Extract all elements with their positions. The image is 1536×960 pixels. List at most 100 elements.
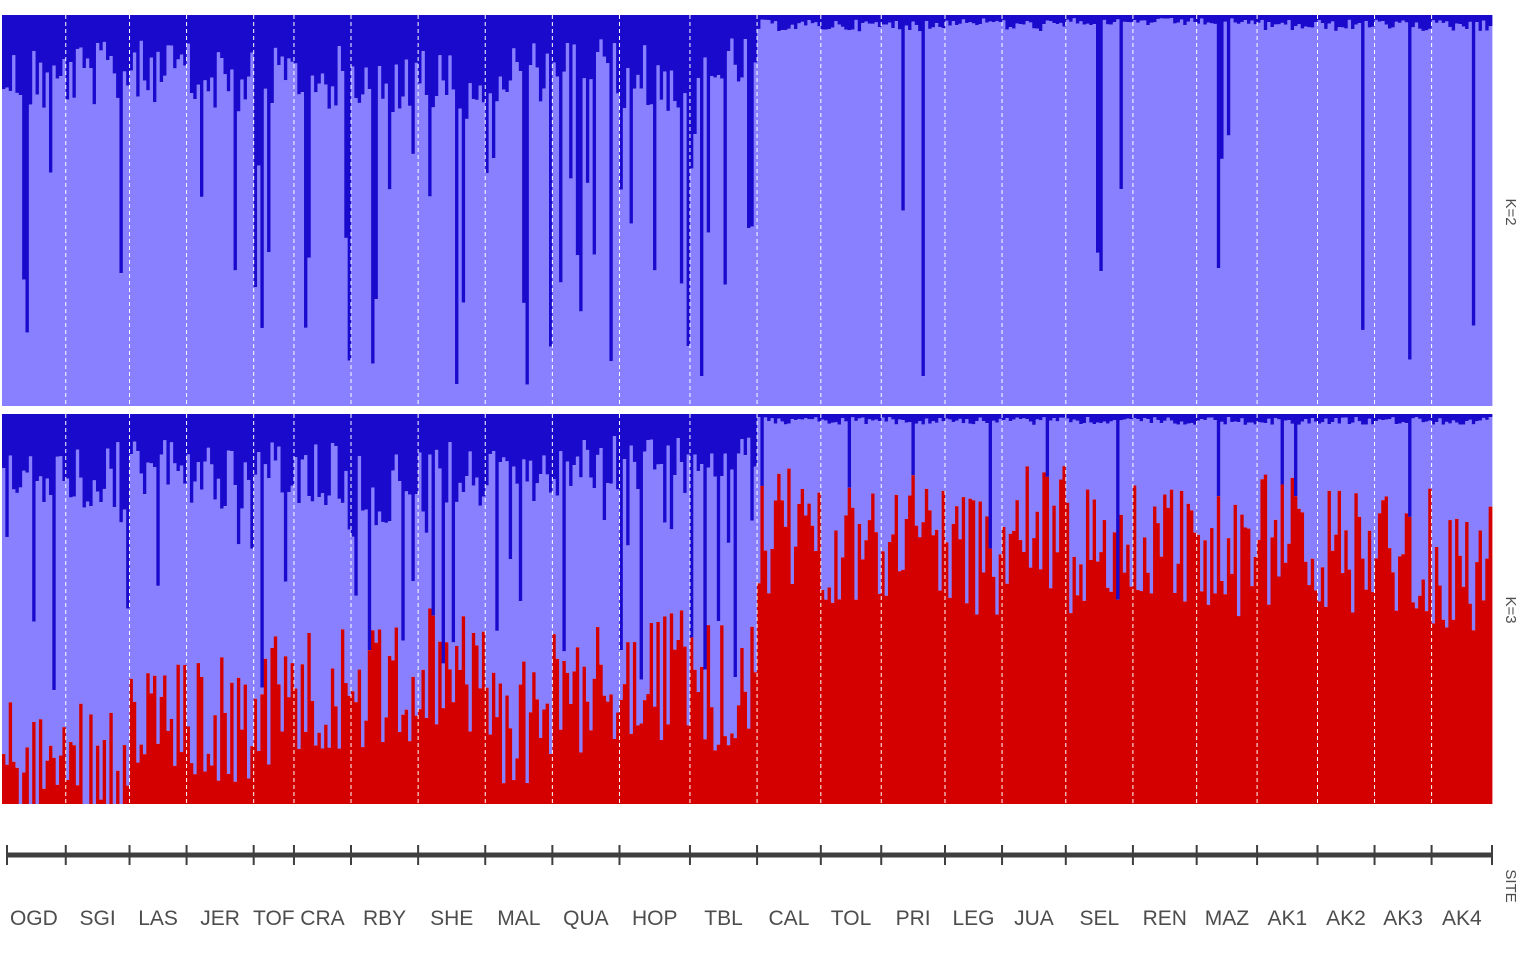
bar-segment <box>1394 15 1399 22</box>
bar-segment <box>1179 414 1184 422</box>
bar-segment <box>733 414 738 678</box>
bar-segment <box>18 414 23 488</box>
bar-segment <box>132 52 137 406</box>
bar-segment <box>1183 424 1188 602</box>
bar-segment <box>830 27 835 407</box>
individual-bar <box>1122 414 1127 804</box>
bar-segment <box>1173 414 1177 424</box>
individual-bar <box>2 414 6 804</box>
bar-segment <box>42 414 47 503</box>
individual-bar <box>864 15 869 406</box>
bar-segment <box>203 771 208 804</box>
individual-bar <box>830 15 835 407</box>
bar-segment <box>1344 417 1349 531</box>
bar-segment <box>998 554 1003 804</box>
bar-segment <box>1270 27 1275 407</box>
individual-bar <box>216 414 221 804</box>
bar-segment <box>1065 502 1070 804</box>
bar-segment <box>230 15 234 70</box>
bar-segment <box>374 299 379 406</box>
individual-bar <box>310 15 315 407</box>
bar-segment <box>32 50 36 407</box>
individual-bar <box>32 414 36 804</box>
individual-bar <box>545 15 550 407</box>
bar-segment <box>589 414 594 478</box>
bar-segment <box>653 706 657 804</box>
bar-segment <box>1475 22 1479 406</box>
bar-segment <box>669 70 674 406</box>
bar-segment <box>1361 15 1365 330</box>
bar-segment <box>1307 423 1312 586</box>
bar-segment <box>1166 414 1171 418</box>
bar-segment <box>918 537 922 804</box>
individual-bar <box>518 414 523 804</box>
bar-segment <box>283 15 288 81</box>
bar-segment <box>418 452 422 710</box>
bar-segment <box>1146 572 1151 804</box>
bar-segment <box>404 15 409 60</box>
bar-segment <box>22 772 26 804</box>
individual-bar <box>669 414 674 804</box>
bar-segment <box>1132 418 1137 486</box>
bar-segment <box>1401 422 1406 555</box>
bar-segment <box>559 15 563 283</box>
individual-bar <box>142 15 147 407</box>
bar-segment <box>109 712 114 804</box>
bar-segment <box>116 770 120 804</box>
bar-segment <box>1169 414 1174 421</box>
bar-segment <box>1193 414 1198 425</box>
individual-bar <box>1381 15 1386 407</box>
bar-segment <box>1334 414 1339 418</box>
individual-bar <box>317 414 322 804</box>
bar-segment <box>763 417 768 551</box>
bar-segment <box>904 518 909 804</box>
individual-bar <box>686 414 691 804</box>
bar-segment <box>116 414 120 443</box>
bar-segment <box>397 414 402 482</box>
bar-segment <box>924 21 929 406</box>
bar-segment <box>283 80 288 407</box>
individual-bar <box>629 15 634 406</box>
bar-segment <box>713 750 718 804</box>
bar-segment <box>226 91 231 407</box>
individual-bar <box>857 414 862 804</box>
bar-segment <box>995 414 1000 423</box>
bar-segment <box>871 420 875 494</box>
bar-segment <box>713 414 718 477</box>
bar-segment <box>955 420 959 507</box>
bar-segment <box>233 15 238 271</box>
bar-segment <box>404 59 409 407</box>
bar-segment <box>609 694 614 804</box>
bar-segment <box>965 23 969 407</box>
bar-segment <box>263 658 268 804</box>
bar-segment <box>1230 18 1234 406</box>
individual-bar <box>609 414 614 804</box>
bar-segment <box>753 15 758 63</box>
individual-bar <box>710 414 714 804</box>
bar-segment <box>834 530 839 804</box>
individual-bar <box>448 414 453 804</box>
bar-segment <box>220 508 224 658</box>
bar-segment <box>153 15 157 103</box>
individual-bar <box>679 414 684 804</box>
bar-segment <box>163 414 167 441</box>
bar-segment <box>1008 533 1013 804</box>
individual-bar <box>1119 414 1124 804</box>
bar-segment <box>837 599 842 804</box>
bar-segment <box>857 418 862 524</box>
bar-segment <box>1230 573 1234 804</box>
individual-bar <box>1471 414 1476 804</box>
individual-bar <box>538 15 543 407</box>
bar-segment <box>59 456 63 756</box>
bar-segment <box>1304 26 1308 407</box>
bar-segment <box>210 464 214 766</box>
individual-bar <box>726 414 731 804</box>
individual-bar <box>559 414 563 804</box>
bar-segment <box>904 422 909 519</box>
individual-bar <box>632 414 637 804</box>
bar-segment <box>958 539 963 804</box>
bar-segment <box>736 453 741 706</box>
individual-bar <box>1377 414 1382 804</box>
bar-segment <box>1082 15 1087 25</box>
bar-segment <box>1357 421 1362 517</box>
